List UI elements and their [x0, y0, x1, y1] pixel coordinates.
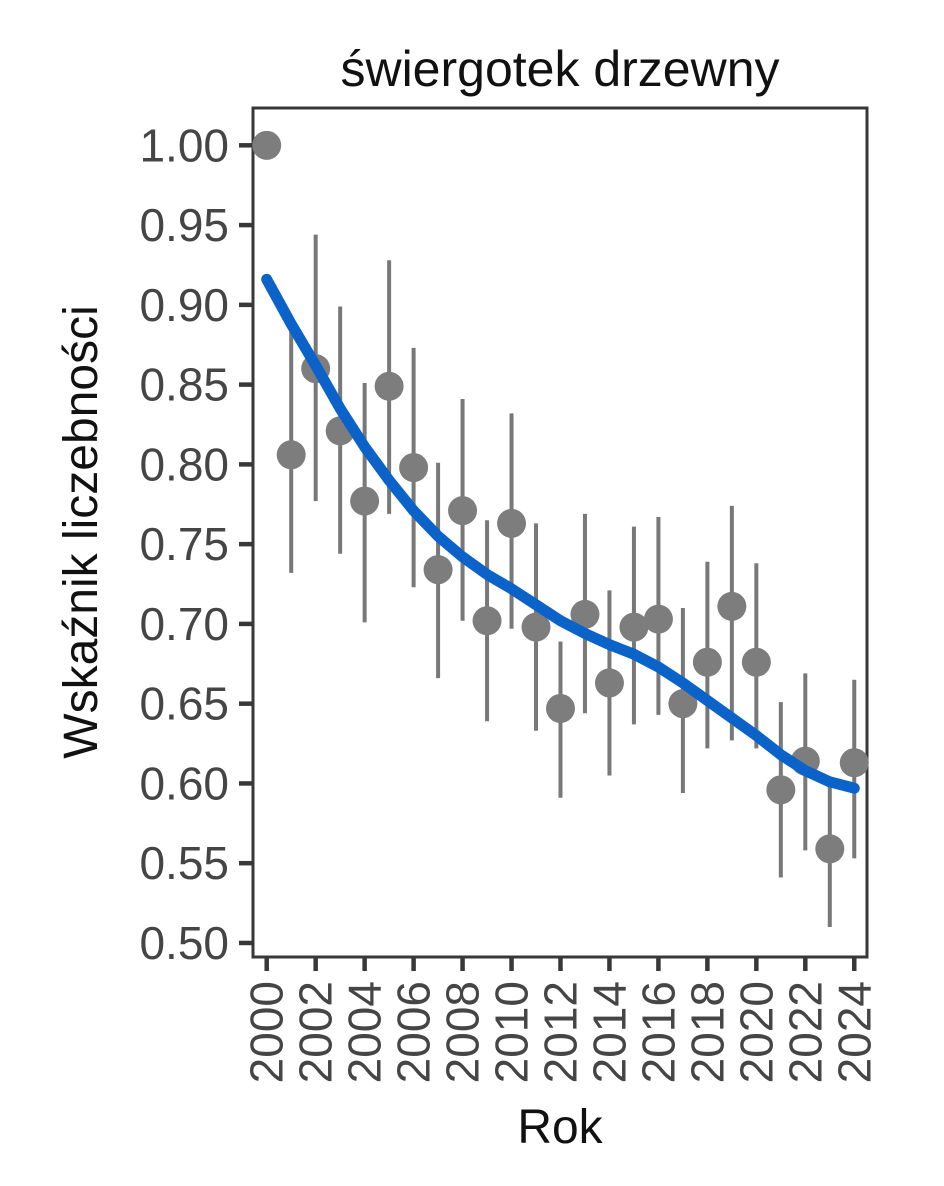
data-point	[741, 647, 771, 677]
x-tick-label: 2012	[534, 981, 586, 1083]
y-axis-title: Wskaźnik liczebności	[55, 305, 108, 758]
x-tick-label: 2000	[241, 981, 293, 1083]
x-tick-label: 2020	[730, 981, 782, 1083]
data-point	[399, 453, 429, 483]
data-point	[643, 604, 673, 634]
x-axis-title: Rok	[517, 1101, 603, 1154]
chart-title: świergotek drzewny	[340, 41, 779, 97]
x-tick-label: 2014	[583, 981, 635, 1083]
data-point	[521, 612, 551, 642]
data-point	[374, 371, 404, 401]
x-tick-label: 2006	[388, 981, 440, 1083]
y-tick-label: 0.85	[139, 359, 229, 411]
x-tick-label: 2016	[632, 981, 684, 1083]
x-tick-label: 2004	[339, 981, 391, 1083]
data-point	[692, 647, 722, 677]
data-point	[766, 775, 796, 805]
data-point	[497, 508, 527, 538]
x-tick-label: 2022	[779, 981, 831, 1083]
x-tick-label: 2008	[437, 981, 489, 1083]
y-tick-label: 0.75	[139, 518, 229, 570]
data-point	[594, 668, 624, 698]
y-tick-label: 0.90	[139, 279, 229, 331]
data-point	[252, 130, 282, 160]
y-tick-label: 0.65	[139, 678, 229, 730]
data-point	[472, 606, 502, 636]
x-tick-label: 2024	[828, 981, 880, 1083]
data-point	[423, 555, 453, 585]
y-tick-label: 0.60	[139, 757, 229, 809]
x-tick-label: 2010	[486, 981, 538, 1083]
data-point	[668, 689, 698, 719]
y-tick-label: 0.50	[139, 917, 229, 969]
plot-area: 0.50 0.55 0.60 0.65 0.70 0.75 0.80 0.85 0.90 0.95…	[139, 106, 880, 1083]
data-point	[545, 693, 575, 723]
y-tick-label: 1.00	[139, 119, 229, 171]
data-point	[619, 612, 649, 642]
data-point	[570, 599, 600, 629]
y-tick-label: 0.95	[139, 199, 229, 251]
y-tick-label: 0.80	[139, 438, 229, 490]
y-tick-label: 0.70	[139, 598, 229, 650]
data-point	[815, 834, 845, 864]
x-tick-label: 2002	[290, 981, 342, 1083]
data-point	[839, 748, 869, 778]
data-point	[350, 486, 380, 516]
y-tick-label: 0.55	[139, 837, 229, 889]
data-point	[448, 496, 478, 526]
data-point	[717, 591, 747, 621]
data-point	[276, 440, 306, 470]
x-tick-label: 2018	[681, 981, 733, 1083]
trend-line	[261, 273, 860, 794]
panel-border	[251, 106, 869, 959]
